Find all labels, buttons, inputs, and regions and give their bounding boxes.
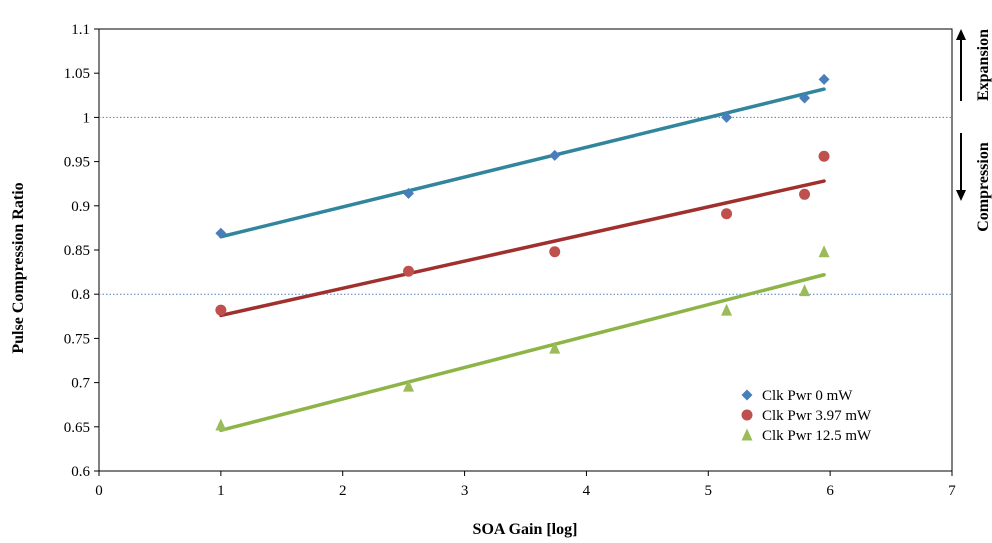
y-tick-label: 0.95 <box>64 155 90 171</box>
legend-label: Clk Pwr 3.97 mW <box>762 408 872 424</box>
legend-label: Clk Pwr 0 mW <box>762 388 853 404</box>
y-tick-label: 0.6 <box>71 464 90 480</box>
compression-label: Compression <box>975 142 992 232</box>
diamond-marker <box>721 111 733 123</box>
y-tick-label: 1 <box>83 110 91 126</box>
y-tick-label: 1.05 <box>64 66 90 82</box>
diamond-marker <box>818 73 830 85</box>
circle-marker <box>549 246 561 258</box>
y-tick-label: 0.7 <box>71 376 90 392</box>
x-axis: 0 1 2 3 4 5 6 7 <box>95 471 956 499</box>
expansion-arrowhead-icon <box>956 29 966 40</box>
circle-marker <box>818 150 830 162</box>
circle-marker <box>799 188 811 200</box>
trend-line <box>219 179 826 318</box>
triangle-marker <box>818 245 830 258</box>
x-tick-label: 6 <box>826 483 834 499</box>
trend-lines <box>219 87 826 433</box>
triangle-marker <box>403 379 415 392</box>
x-tick-label: 1 <box>217 483 225 499</box>
triangle-marker <box>549 341 561 354</box>
x-tick-label: 3 <box>461 483 469 499</box>
y-axis-title: Pulse Compression Ratio <box>10 182 27 353</box>
legend-label: Clk Pwr 12.5 mW <box>762 428 872 444</box>
circle-marker <box>721 208 733 220</box>
legend-item: Clk Pwr 0 mW <box>741 388 853 404</box>
data-points <box>215 73 830 431</box>
y-tick-label: 0.9 <box>71 199 90 215</box>
reference-lines <box>99 116 952 295</box>
x-tick-label: 5 <box>705 483 713 499</box>
y-tick-label: 1.1 <box>71 22 90 38</box>
circle-marker <box>403 265 415 277</box>
x-tick-label: 7 <box>948 483 956 499</box>
y-axis: 0.6 0.65 0.7 0.75 0.8 0.85 0.9 0.95 1 1.05 1.1 <box>64 22 99 480</box>
diamond-marker <box>215 227 227 239</box>
expansion-label: Expansion <box>975 29 992 101</box>
legend-item: Clk Pwr 3.97 mW <box>741 408 872 424</box>
y-tick-label: 0.65 <box>64 420 90 436</box>
circle-marker <box>741 409 753 421</box>
diamond-marker <box>799 92 811 104</box>
x-tick-label: 4 <box>583 483 591 499</box>
triangle-marker <box>741 428 753 441</box>
trend-line <box>219 273 826 433</box>
x-tick-label: 0 <box>95 483 103 499</box>
x-axis-title: SOA Gain [log] <box>473 521 578 538</box>
diamond-marker <box>741 389 753 401</box>
trend-line <box>219 87 826 239</box>
legend: Clk Pwr 0 mW Clk Pwr 3.97 mW Clk Pwr 12.5 … <box>741 388 872 444</box>
triangle-marker <box>721 303 733 316</box>
y-tick-label: 0.8 <box>71 287 90 303</box>
y-tick-label: 0.75 <box>64 331 90 347</box>
diamond-marker <box>403 187 415 199</box>
triangle-marker <box>215 418 227 431</box>
circle-marker <box>215 304 227 316</box>
x-tick-label: 2 <box>339 483 347 499</box>
legend-item: Clk Pwr 12.5 mW <box>741 428 872 444</box>
expansion-compression-annotation: Expansion Compression <box>956 29 992 232</box>
triangle-marker <box>799 284 811 297</box>
compression-arrowhead-icon <box>956 190 966 201</box>
y-tick-label: 0.85 <box>64 243 90 259</box>
diamond-marker <box>549 149 561 161</box>
